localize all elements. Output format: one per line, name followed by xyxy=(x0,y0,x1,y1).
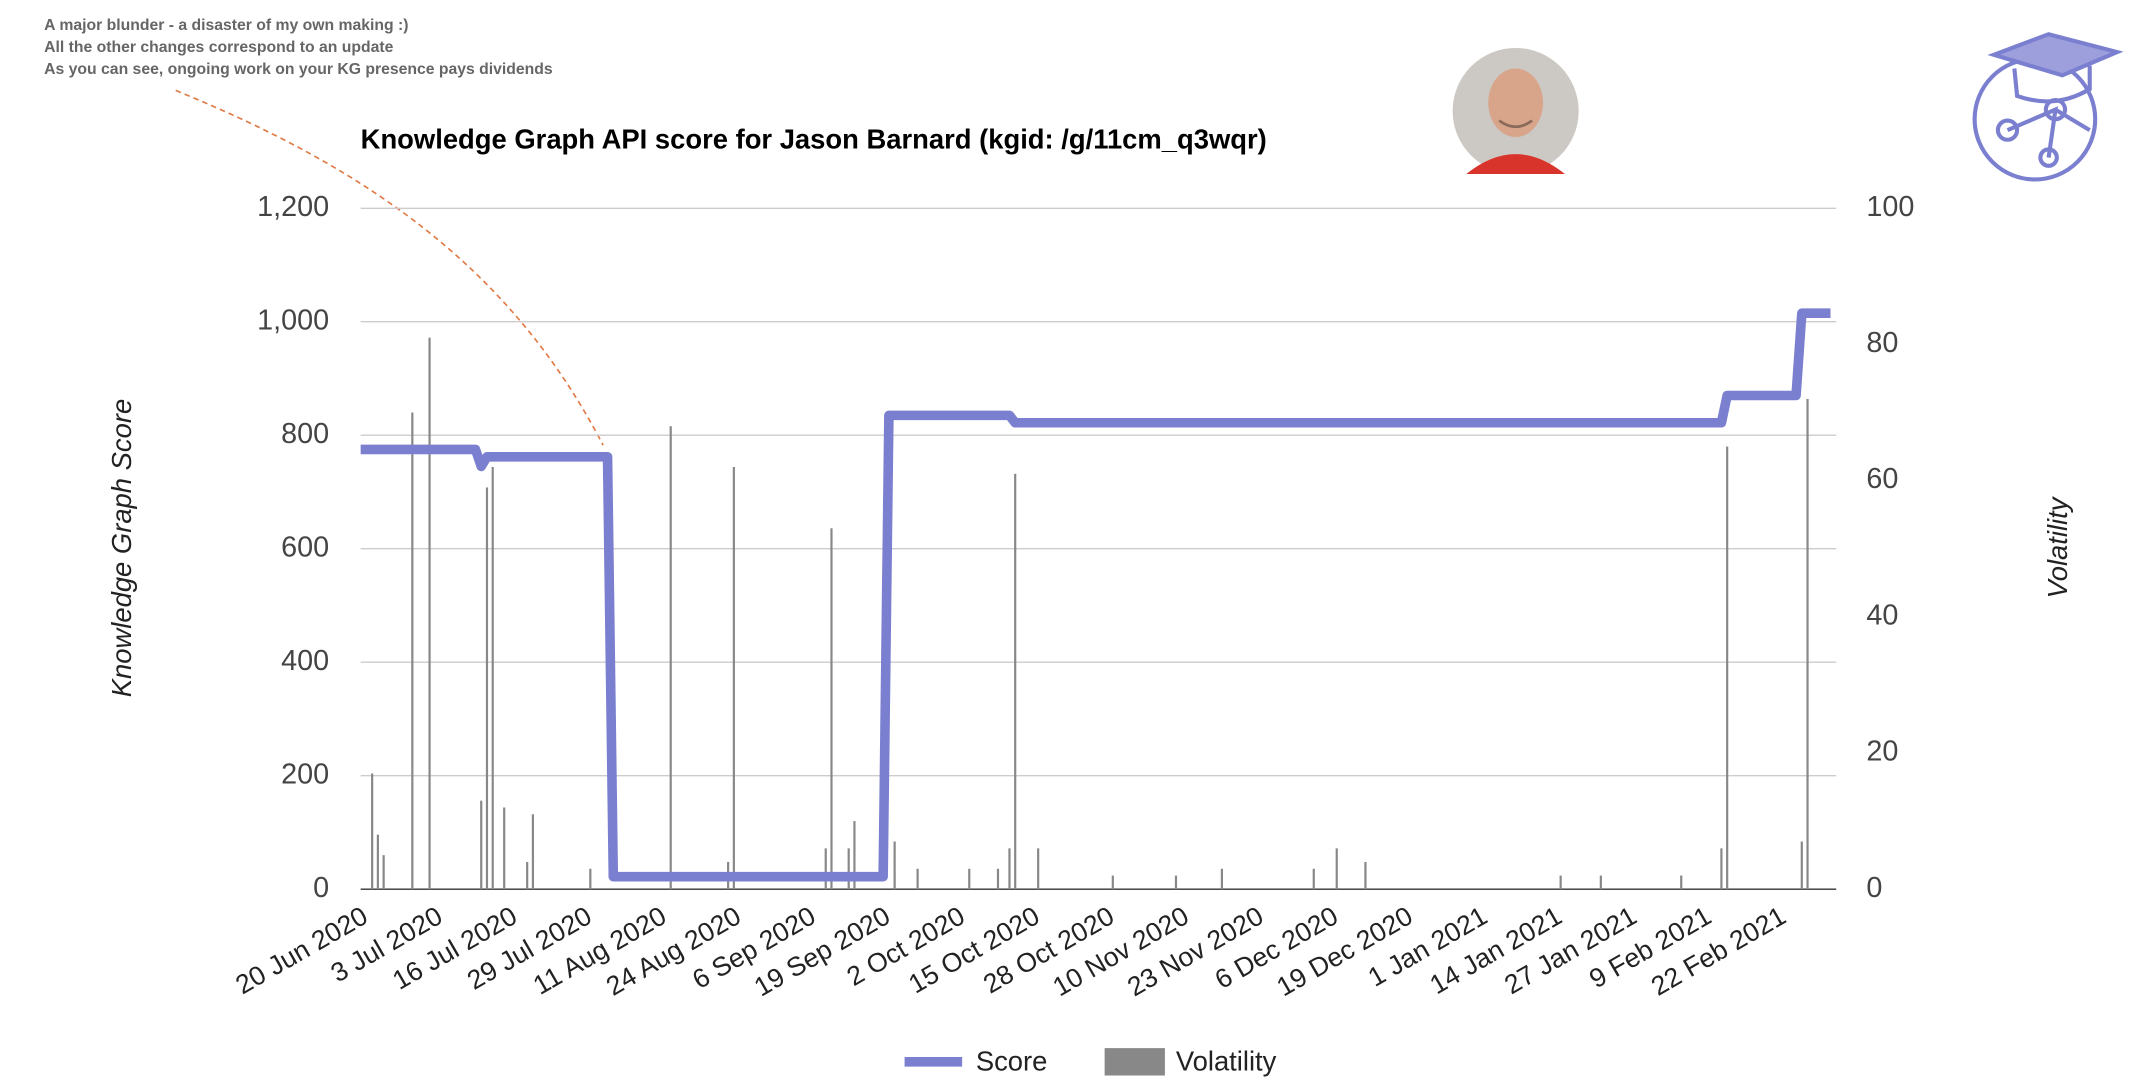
volatility-bar xyxy=(824,848,827,890)
legend-swatch xyxy=(1104,1048,1165,1076)
y2-tick-label: 40 xyxy=(1866,599,1898,631)
score-line xyxy=(360,308,1831,882)
volatility-bar xyxy=(968,868,971,890)
y-tick-label: 600 xyxy=(281,531,329,563)
volatility-bar xyxy=(411,412,414,890)
y2-tick-label: 80 xyxy=(1866,327,1898,359)
annotation-line: All the other changes correspond to an u… xyxy=(44,39,393,56)
volatility-bar xyxy=(526,861,529,890)
annotation-arrow xyxy=(175,89,604,446)
volatility-bar xyxy=(1364,861,1367,890)
annotation-line: A major blunder - a disaster of my own m… xyxy=(44,17,408,34)
volatility-bar xyxy=(1111,875,1114,890)
volatility-bar xyxy=(1037,848,1040,890)
volatility-bar xyxy=(853,821,856,890)
volatility-bar xyxy=(1726,446,1729,890)
volatility-bar xyxy=(1174,875,1178,890)
y2-tick-label: 60 xyxy=(1866,463,1898,495)
volatility-bar xyxy=(1335,848,1338,890)
volatility-bar xyxy=(1806,398,1809,890)
volatility-bar xyxy=(480,800,483,890)
y-axis-title: Knowledge Graph Score xyxy=(106,399,137,697)
annotation-line: As you can see, ongoing work on your KG … xyxy=(44,61,553,78)
y-tick-label: 800 xyxy=(281,418,329,450)
volatility-bar xyxy=(589,868,592,890)
volatility-bar xyxy=(382,855,385,890)
volatility-bar xyxy=(916,868,919,890)
volatility-bar xyxy=(1680,875,1683,890)
y2-axis-title: Volatility xyxy=(2042,495,2073,598)
y-tick-label: 1,200 xyxy=(257,191,329,223)
legend-label: Score xyxy=(976,1045,1048,1076)
y-tick-label: 200 xyxy=(281,758,329,790)
y-tick-label: 400 xyxy=(281,645,329,677)
volatility-bar xyxy=(830,528,833,890)
volatility-bar xyxy=(996,868,1000,890)
volatility-bar xyxy=(485,487,489,890)
logo xyxy=(1972,32,2124,182)
volatility-bar xyxy=(893,841,896,890)
volatility-bar xyxy=(1312,868,1315,890)
y2-tick-label: 20 xyxy=(1866,736,1898,768)
volatility-bar xyxy=(1014,473,1017,890)
volatility-bar xyxy=(847,848,850,890)
volatility-bar xyxy=(732,467,735,890)
volatility-bar xyxy=(1800,841,1803,890)
volatility-bar xyxy=(669,426,672,890)
y-tick-label: 1,000 xyxy=(257,304,329,336)
y2-tick-label: 100 xyxy=(1866,191,1914,223)
photo xyxy=(1452,47,1579,175)
volatility-bar xyxy=(503,807,506,890)
annotation: A major blunder - a disaster of my own m… xyxy=(44,17,604,446)
y-tick-label: 0 xyxy=(313,872,329,904)
volatility-bar xyxy=(1220,868,1223,890)
volatility-bar xyxy=(1720,848,1723,890)
volatility-bar xyxy=(376,834,379,890)
volatility-bar xyxy=(428,337,431,890)
volatility-bar xyxy=(371,773,374,890)
y2-tick-label: 0 xyxy=(1866,872,1882,904)
volatility-bar xyxy=(1599,875,1602,890)
chart-title: Knowledge Graph API score for Jason Barn… xyxy=(361,123,1267,154)
volatility-bar xyxy=(491,467,494,890)
volatility-bar xyxy=(531,814,535,890)
legend-label: Volatility xyxy=(1176,1045,1277,1076)
volatility-bar xyxy=(1008,848,1011,890)
volatility-bar xyxy=(1559,875,1562,890)
